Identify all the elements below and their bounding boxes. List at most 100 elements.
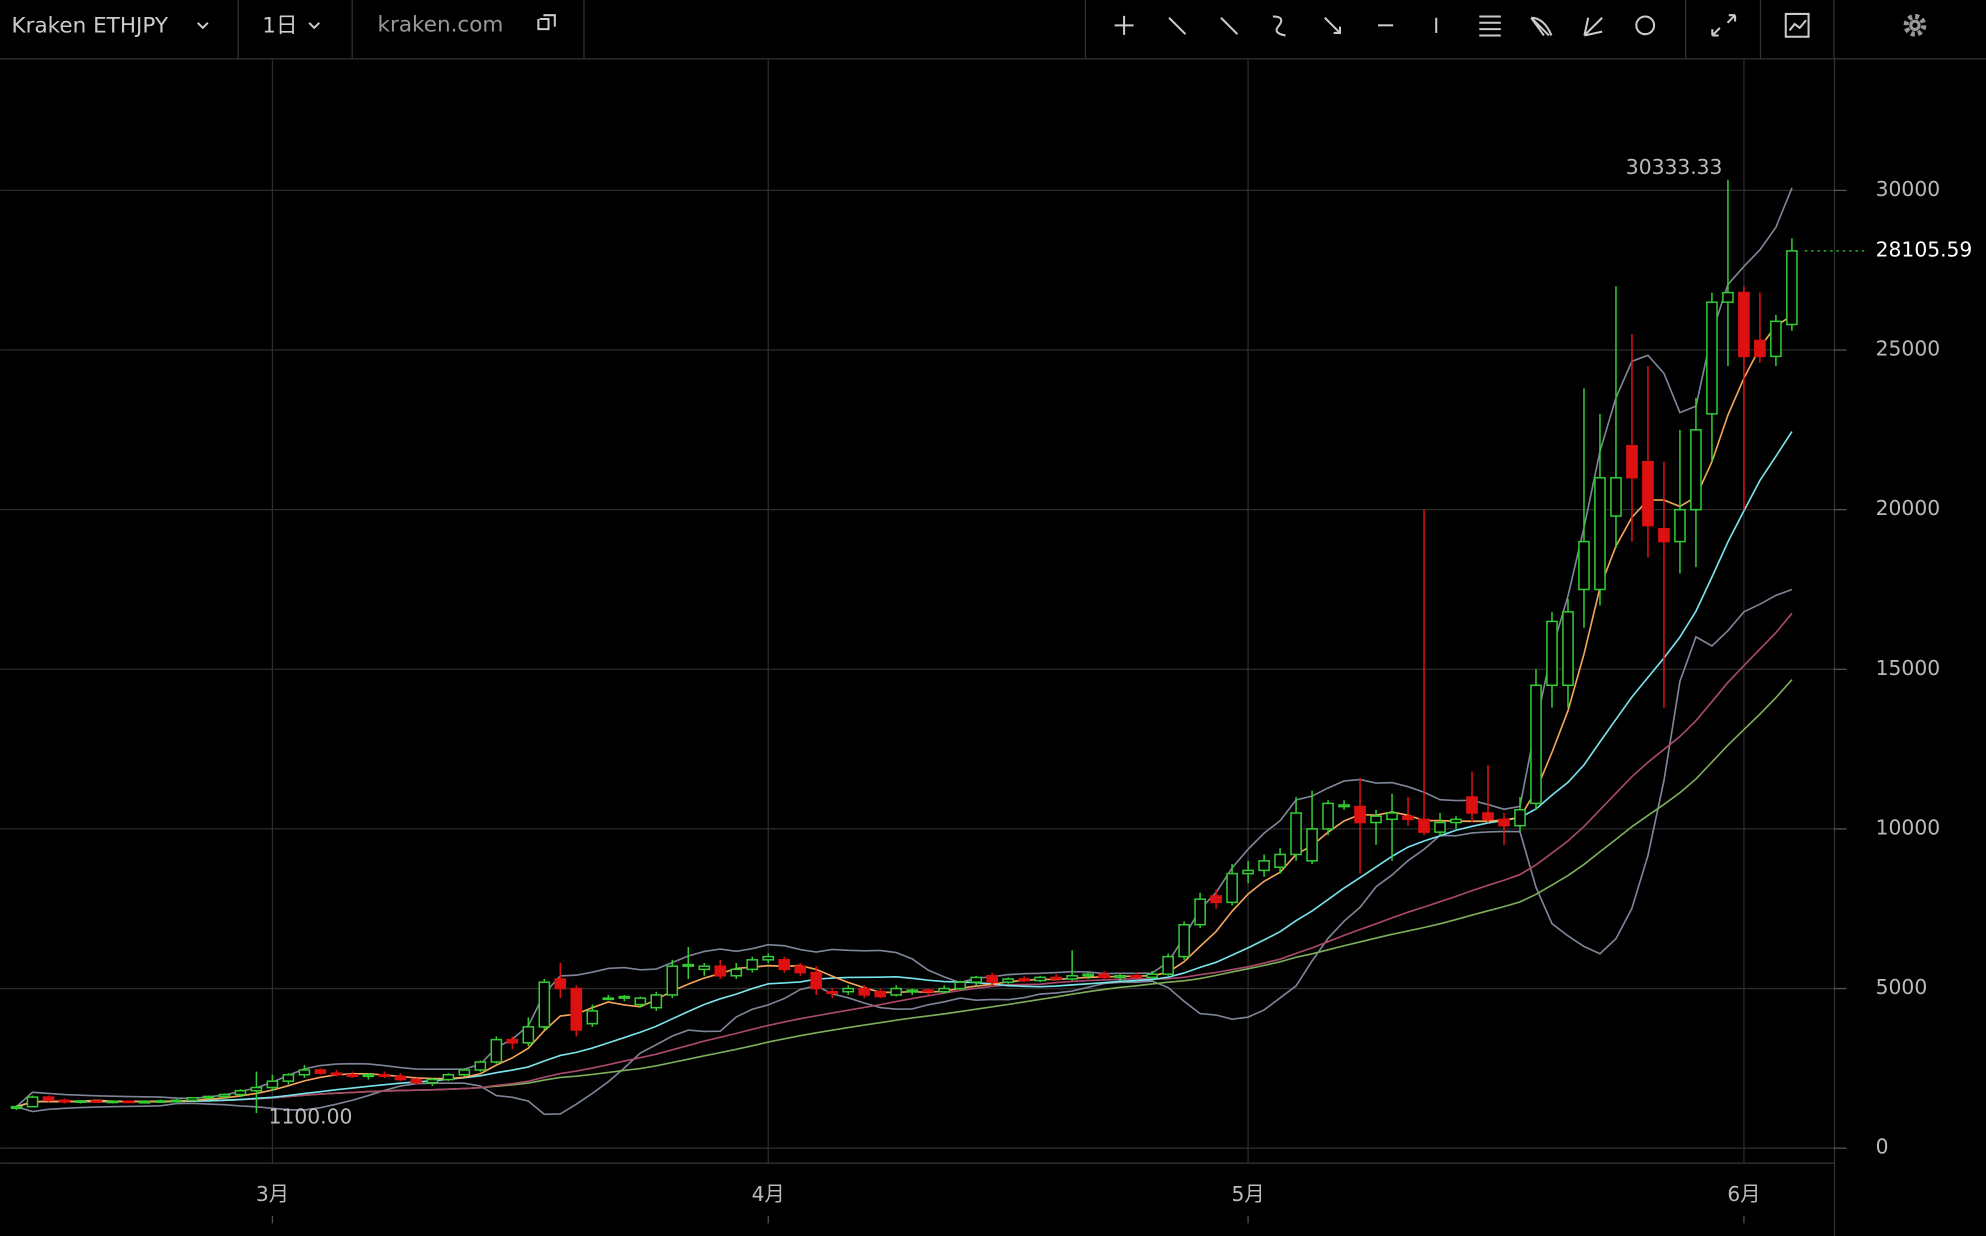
candle	[138, 1100, 151, 1104]
candle-body	[42, 1096, 55, 1102]
external-link-icon[interactable]	[537, 14, 556, 31]
candle	[1338, 800, 1350, 810]
y-tick-label: 10000	[1876, 815, 1940, 839]
candle-body	[730, 968, 743, 977]
y-tick-label: 25000	[1876, 337, 1940, 361]
candle-body	[1114, 975, 1126, 979]
candle-body	[426, 1078, 439, 1084]
candle	[42, 1095, 55, 1102]
candle	[26, 1095, 39, 1108]
candle	[666, 959, 679, 999]
candle	[154, 1099, 167, 1103]
candle	[362, 1073, 375, 1080]
candle	[730, 963, 743, 979]
candle	[1594, 413, 1606, 606]
candle	[330, 1069, 343, 1077]
candle	[986, 972, 999, 986]
source-link[interactable]: kraken.com	[378, 12, 504, 37]
candle-body	[186, 1096, 199, 1102]
candle	[266, 1074, 279, 1091]
candle-body	[1546, 620, 1558, 687]
candle-body	[794, 965, 807, 974]
candle	[410, 1077, 423, 1085]
moving-average	[16, 314, 1793, 1108]
candle-body	[458, 1069, 471, 1076]
candle	[218, 1093, 231, 1098]
candle-body	[762, 955, 775, 961]
indicators-button[interactable]	[1784, 12, 1810, 38]
candle	[714, 959, 727, 979]
candle	[186, 1096, 199, 1102]
candle	[74, 1100, 87, 1104]
candle	[842, 985, 855, 995]
candle	[778, 956, 791, 973]
candle	[10, 1105, 23, 1110]
candle-body	[618, 995, 631, 999]
candle-body	[1786, 250, 1798, 326]
candle	[682, 947, 695, 979]
candle-body	[202, 1095, 215, 1099]
candle	[298, 1065, 311, 1078]
candle	[474, 1060, 487, 1072]
circle-tool[interactable]	[1635, 15, 1656, 36]
candle	[490, 1036, 503, 1064]
candle	[1658, 461, 1670, 708]
candle	[970, 975, 983, 986]
candle	[1610, 286, 1622, 548]
y-tick-label: 5000	[1876, 975, 1928, 999]
candle-body	[330, 1072, 343, 1076]
candle-body	[538, 981, 551, 1028]
arrow-tool[interactable]	[1324, 17, 1342, 34]
fullscreen-button[interactable]	[1711, 14, 1737, 37]
settings-button[interactable]	[1903, 13, 1927, 37]
dropdown-arrow[interactable]	[308, 22, 320, 30]
candle	[1690, 397, 1702, 568]
candle-body	[10, 1105, 23, 1110]
candle	[1082, 972, 1094, 979]
candle-body	[1274, 853, 1286, 868]
candle-body	[410, 1078, 423, 1084]
y-tick-label: 15000	[1876, 656, 1940, 680]
interval-selector[interactable]: 1日	[262, 14, 297, 39]
toolbar: Kraken ETHJPY 1日 kraken.com	[0, 0, 1986, 60]
candle-body	[1338, 804, 1350, 808]
candle-body	[1322, 802, 1334, 830]
curve-tool[interactable]	[1272, 15, 1286, 37]
x-tick-label: 4月	[752, 1182, 785, 1206]
candle-body	[74, 1100, 87, 1103]
candle-body	[1706, 301, 1718, 415]
candle	[170, 1098, 183, 1103]
candle-body	[314, 1069, 327, 1074]
candle-body	[58, 1099, 71, 1103]
candle-body	[1034, 976, 1046, 982]
candle-body	[1258, 860, 1270, 872]
candle-body	[634, 997, 647, 1006]
parallel-tool[interactable]	[1479, 15, 1501, 37]
candle-body	[298, 1069, 311, 1076]
symbol-selector[interactable]: Kraken ETHJPY	[12, 14, 169, 39]
ray-tool[interactable]	[1220, 17, 1239, 35]
candle	[938, 985, 951, 994]
candle	[1402, 797, 1414, 826]
candle	[1674, 429, 1686, 574]
fan-tool[interactable]	[1530, 16, 1553, 37]
candle-body	[970, 976, 983, 983]
candle	[1098, 970, 1110, 979]
candle-body	[1194, 898, 1206, 926]
moving-average	[16, 431, 1793, 1108]
candle-body	[362, 1073, 375, 1078]
candle-body	[490, 1038, 503, 1063]
candle-body	[570, 987, 583, 1031]
bollinger-lower	[16, 588, 1793, 1116]
candle-body	[266, 1080, 279, 1089]
candle-body	[1674, 508, 1686, 543]
candle	[250, 1071, 263, 1114]
gann-tool[interactable]	[1583, 17, 1603, 37]
candle	[1290, 797, 1302, 861]
candle-body	[1146, 973, 1158, 979]
line-tool[interactable]	[1168, 17, 1187, 35]
candle	[314, 1068, 327, 1075]
crosshair-tool[interactable]	[1114, 15, 1134, 35]
dropdown-arrow[interactable]	[196, 22, 209, 30]
